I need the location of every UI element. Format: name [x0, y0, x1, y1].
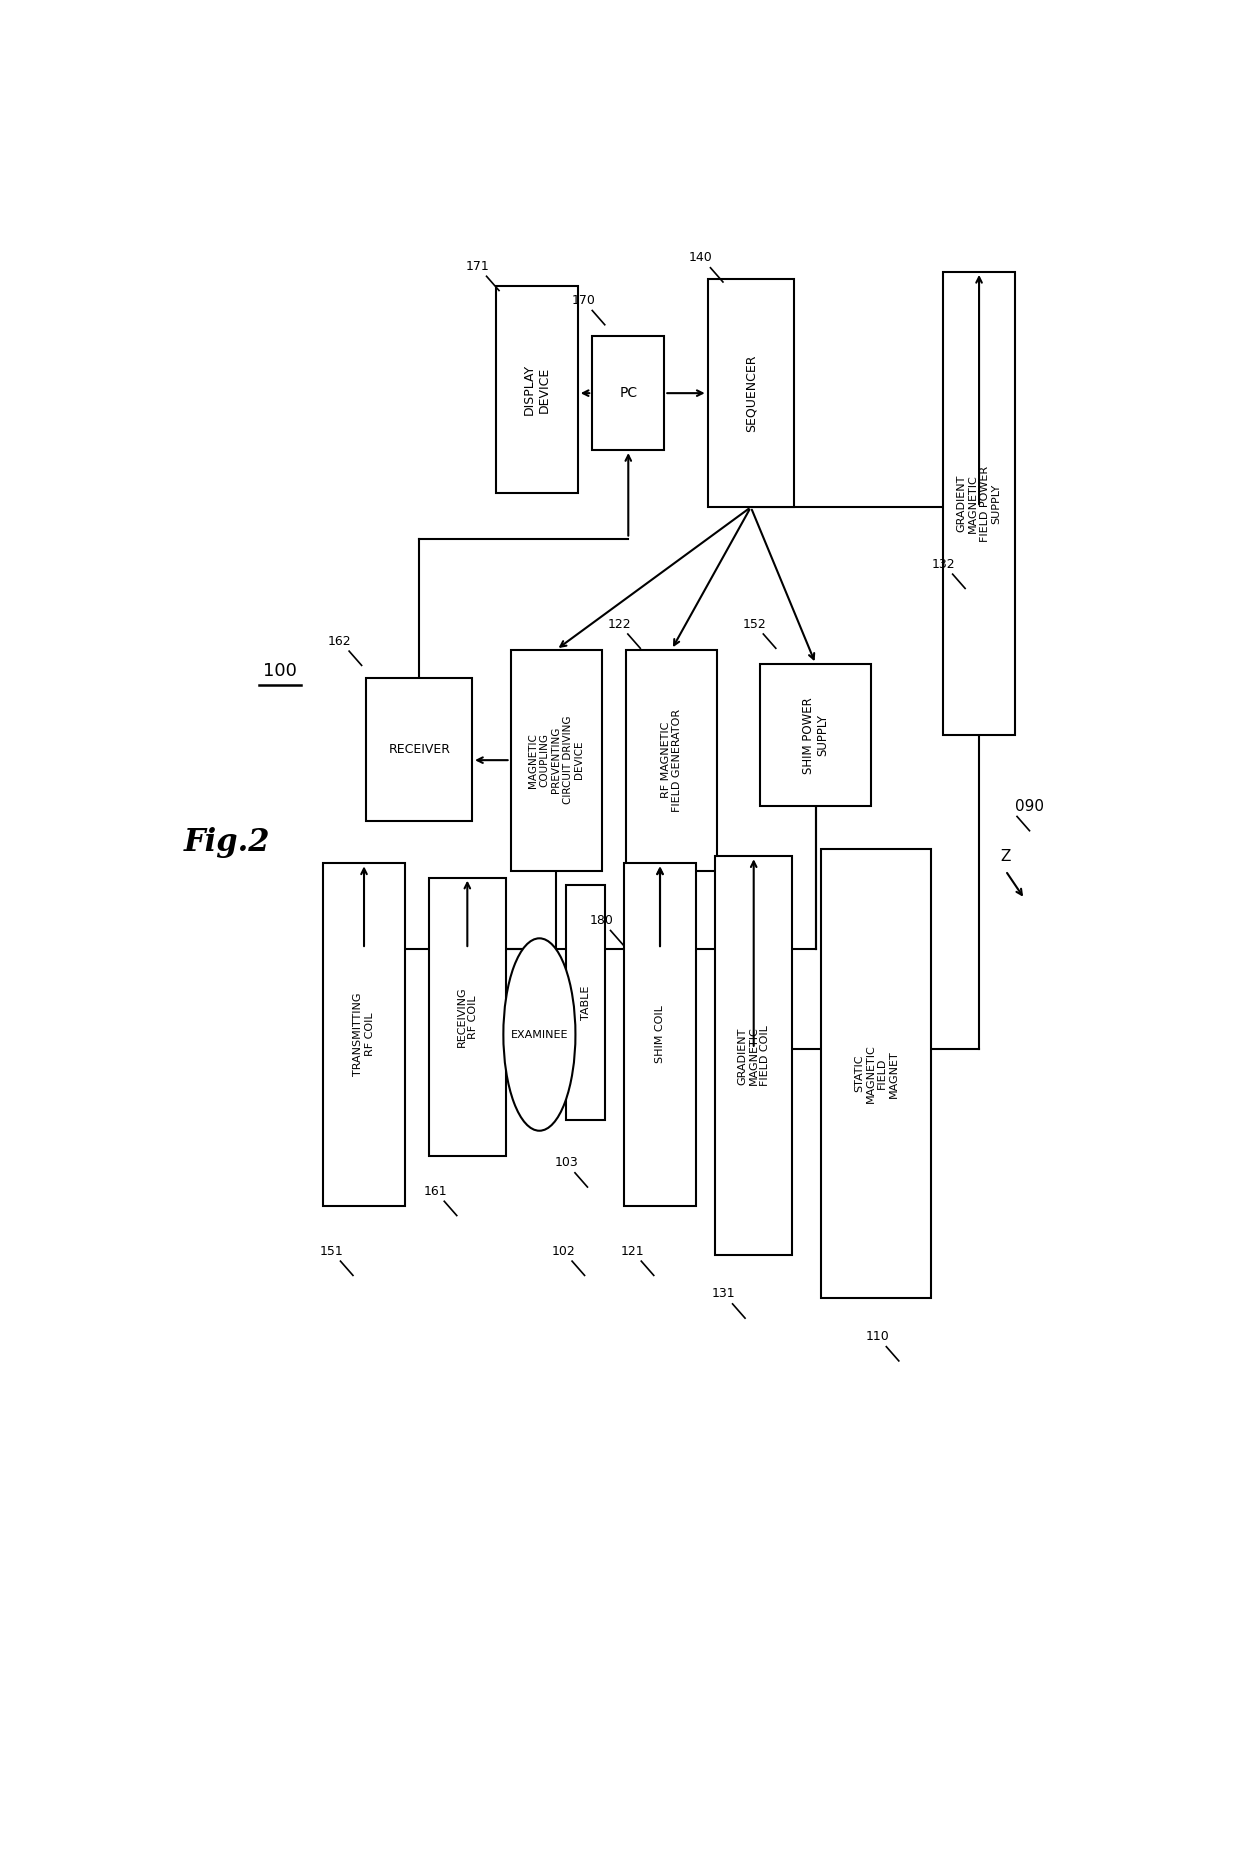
Text: TABLE: TABLE: [580, 985, 590, 1020]
Text: 170: 170: [572, 294, 595, 307]
Text: 140: 140: [689, 252, 713, 265]
Text: SEQUENCER: SEQUENCER: [744, 354, 758, 431]
Text: 171: 171: [466, 259, 490, 272]
Text: TRANSMITTING
RF COIL: TRANSMITTING RF COIL: [353, 992, 374, 1075]
Bar: [429, 877, 506, 1155]
Bar: [715, 857, 792, 1255]
Bar: [511, 650, 601, 870]
Text: SHIM COIL: SHIM COIL: [655, 1005, 665, 1064]
Text: MAGNETIC
COUPLING
PREVENTING
CIRCUIT DRIVING
DEVICE: MAGNETIC COUPLING PREVENTING CIRCUIT DRI…: [528, 716, 584, 805]
Text: GRADIENT
MAGNETIC
FIELD COIL: GRADIENT MAGNETIC FIELD COIL: [737, 1025, 770, 1087]
Text: 151: 151: [320, 1244, 343, 1257]
Text: 100: 100: [263, 663, 296, 679]
Text: 132: 132: [931, 557, 955, 570]
Text: RECEIVING
RF COIL: RECEIVING RF COIL: [456, 987, 479, 1048]
Text: DISPLAY
DEVICE: DISPLAY DEVICE: [523, 365, 551, 415]
Text: RF MAGNETIC
FIELD GENERATOR: RF MAGNETIC FIELD GENERATOR: [661, 709, 682, 813]
Text: 090: 090: [1016, 800, 1044, 814]
Text: 121: 121: [621, 1244, 645, 1257]
Bar: [367, 677, 472, 820]
Text: RECEIVER: RECEIVER: [388, 742, 450, 755]
Text: 110: 110: [866, 1331, 889, 1344]
Text: GRADIENT
MAGNETIC
FIELD POWER
SUPPLY: GRADIENT MAGNETIC FIELD POWER SUPPLY: [956, 466, 1002, 542]
Text: 103: 103: [554, 1157, 578, 1170]
Bar: [708, 280, 794, 507]
Bar: [496, 287, 578, 492]
Bar: [624, 863, 696, 1205]
Text: Z: Z: [1001, 850, 1011, 864]
Text: 162: 162: [327, 635, 351, 648]
Bar: [567, 885, 605, 1120]
Bar: [821, 850, 931, 1298]
Bar: [626, 650, 717, 870]
Bar: [593, 337, 665, 450]
Text: STATIC
MAGNETIC
FIELD
MAGNET: STATIC MAGNETIC FIELD MAGNET: [854, 1044, 899, 1103]
Text: 102: 102: [552, 1244, 575, 1257]
Text: Fig.2: Fig.2: [184, 827, 270, 857]
Text: 122: 122: [608, 618, 631, 631]
Text: 152: 152: [743, 618, 766, 631]
Text: EXAMINEE: EXAMINEE: [511, 1029, 568, 1040]
Bar: [942, 272, 1016, 735]
Bar: [760, 665, 870, 807]
Text: SHIM POWER
SUPPLY: SHIM POWER SUPPLY: [802, 696, 830, 774]
Ellipse shape: [503, 938, 575, 1131]
Text: PC: PC: [619, 387, 637, 400]
Bar: [324, 863, 404, 1205]
Text: 180: 180: [590, 914, 614, 927]
Text: 131: 131: [712, 1288, 735, 1301]
Text: 161: 161: [424, 1185, 448, 1198]
